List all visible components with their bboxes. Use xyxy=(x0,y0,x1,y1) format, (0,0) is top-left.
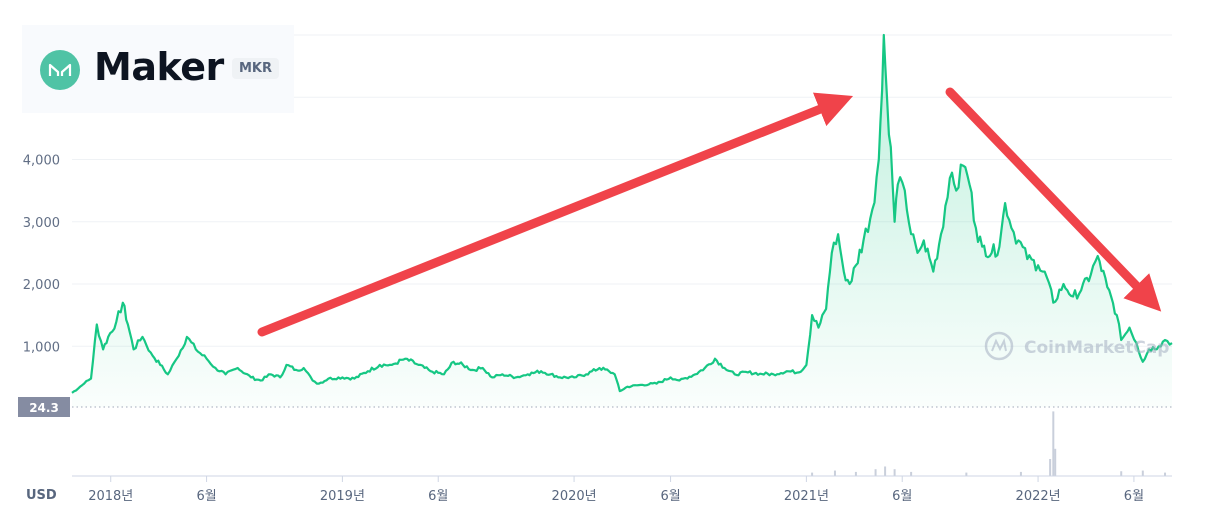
volume-bar xyxy=(1054,448,1057,476)
x-tick-label: 6월 xyxy=(892,489,912,504)
x-tick-label: 6월 xyxy=(196,489,216,504)
x-tick-label: 2021년 xyxy=(784,489,829,504)
y-tick-label: 4,000 xyxy=(23,154,60,169)
unit-label: USD xyxy=(26,488,57,503)
volume-bar xyxy=(893,469,896,476)
x-tick-label: 6월 xyxy=(1124,489,1144,504)
volume-bar xyxy=(910,471,913,476)
y-tick-label: 3,000 xyxy=(23,216,60,231)
volume-bar xyxy=(1019,471,1022,476)
volume-bar xyxy=(1052,411,1055,476)
x-tick-label: 2022년 xyxy=(1016,489,1061,504)
coin-header: Maker MKR xyxy=(22,25,294,113)
volume-bar xyxy=(965,472,968,476)
price-line xyxy=(71,33,1173,394)
coinmarketcap-logo-icon xyxy=(984,331,1014,361)
volume-bar xyxy=(854,471,857,476)
x-axis: 2018년 6월 2019년 6월 2020년 6월 2021년 6월 2022년 6월 xyxy=(88,476,1144,504)
volume-bar xyxy=(874,469,877,476)
x-tick-label: 6월 xyxy=(428,489,448,504)
volume-bar xyxy=(811,472,814,476)
price-area-fill xyxy=(72,35,1172,407)
watermark-text: CoinMarketCap xyxy=(1024,338,1169,358)
volume-bar xyxy=(884,466,887,476)
coin-symbol-badge: MKR xyxy=(232,58,280,79)
y-tick-label: 1,000 xyxy=(23,340,60,355)
volume-bar xyxy=(1120,471,1123,476)
volume-bars xyxy=(811,411,1167,476)
x-tick-label: 2018년 xyxy=(88,489,133,504)
volume-bar xyxy=(833,470,836,476)
maker-logo-icon xyxy=(40,50,80,90)
price-badge xyxy=(18,397,70,417)
falling-trend-arrow xyxy=(945,87,1162,312)
coin-name: Maker xyxy=(94,45,224,89)
y-tick-label: 2,000 xyxy=(23,278,60,293)
x-tick-label: 2019년 xyxy=(320,489,365,504)
x-tick-label: 6월 xyxy=(660,489,680,504)
volume-bar xyxy=(1164,472,1167,476)
volume-bar xyxy=(1049,459,1052,476)
y-axis: 1,000 2,000 3,000 4,000 xyxy=(23,154,60,356)
x-tick-label: 2020년 xyxy=(552,489,597,504)
price-badge-label: 24.3 xyxy=(29,401,59,415)
watermark: CoinMarketCap xyxy=(984,331,1169,361)
volume-bar xyxy=(1141,470,1144,476)
rising-trend-arrow xyxy=(257,92,854,337)
